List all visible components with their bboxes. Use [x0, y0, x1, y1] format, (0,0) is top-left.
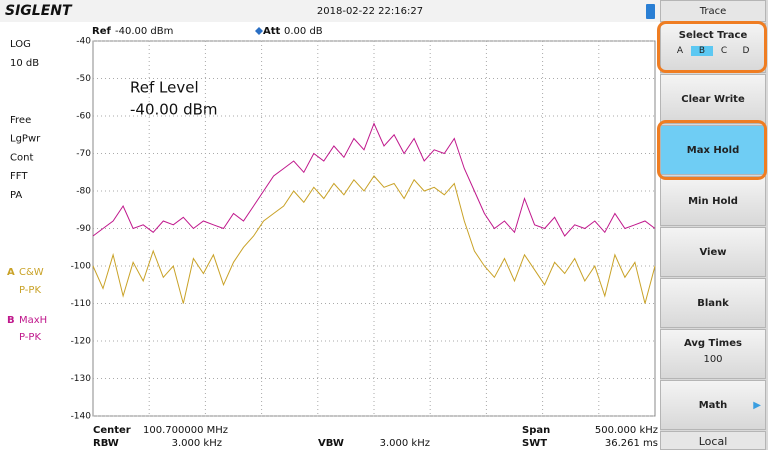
- mode-label: PA: [10, 190, 22, 201]
- footer-label: Span: [522, 425, 550, 436]
- ref-value: -40.00 dBm: [115, 26, 173, 37]
- att-label: Att: [263, 26, 281, 37]
- mode-label: Free: [10, 115, 31, 126]
- y-tick-label: -90: [76, 224, 91, 234]
- menu-button[interactable]: Blank: [660, 278, 766, 328]
- legend-name: MaxH: [19, 315, 47, 326]
- ref-label: Ref: [92, 26, 111, 37]
- avg-times[interactable]: Avg Times 100: [660, 329, 766, 379]
- footer-value: 3.000 kHz: [172, 438, 222, 449]
- trace-option[interactable]: B: [691, 46, 713, 56]
- highlight: [657, 21, 767, 73]
- menu-button[interactable]: Max Hold: [660, 125, 766, 175]
- mode-label: Cont: [10, 152, 33, 163]
- att-value: 0.00 dB: [284, 26, 323, 37]
- brand: SIGLENT: [5, 3, 73, 19]
- y-tick-label: -140: [71, 412, 92, 422]
- legend-detector: P-PK: [19, 332, 41, 343]
- scale-type: LOG: [10, 39, 31, 50]
- footer-value: 36.261 ms: [605, 438, 658, 449]
- y-tick-label: -40: [76, 37, 91, 47]
- att-icon: [255, 27, 263, 35]
- y-tick-label: -100: [71, 262, 92, 272]
- legend-detector: P-PK: [19, 285, 41, 296]
- trace-option[interactable]: C: [720, 46, 728, 56]
- legend-name: C&W: [19, 267, 44, 278]
- highlight: [657, 120, 767, 180]
- analyzer-screen: SIGLENT 2018-02-22 22:16:27 Ref -40.00 d…: [0, 0, 660, 449]
- menu-button[interactable]: Math ▶: [660, 380, 766, 430]
- menu-title: Trace: [660, 0, 766, 22]
- y-tick-label: -70: [76, 149, 91, 159]
- footer-value: 500.000 kHz: [595, 425, 658, 436]
- footer-value: 100.700000 MHz: [143, 425, 228, 436]
- trace-option[interactable]: D: [742, 46, 750, 56]
- trace: [92, 175, 656, 304]
- y-tick-label: -80: [76, 187, 91, 197]
- mode-label: LgPwr: [10, 134, 41, 145]
- mode-label: FFT: [10, 171, 28, 182]
- legend-letter: B: [7, 315, 15, 326]
- scale-div: 10 dB: [10, 58, 39, 69]
- annotation: -40.00 dBm: [130, 101, 218, 119]
- menu-button[interactable]: Clear Write: [660, 74, 766, 124]
- y-tick-label: -50: [76, 74, 91, 84]
- top-bar: [0, 0, 660, 22]
- footer-value: 3.000 kHz: [380, 438, 430, 449]
- math-label: Math: [698, 400, 728, 411]
- battery-icon: [646, 4, 655, 19]
- footer-label: SWT: [522, 438, 547, 449]
- footer-label: Center: [93, 425, 131, 436]
- trace: [92, 122, 656, 237]
- y-tick-label: -60: [76, 112, 91, 122]
- avg-times-value: 100: [703, 354, 723, 365]
- menu-button[interactable]: Min Hold: [660, 176, 766, 226]
- select-trace-label: Select Trace: [678, 30, 748, 41]
- y-tick-label: -110: [71, 299, 92, 309]
- menu-button[interactable]: View: [660, 227, 766, 277]
- avg-times-label: Avg Times: [684, 338, 742, 349]
- datetime: 2018-02-22 22:16:27: [317, 6, 423, 17]
- footer-label: RBW: [93, 438, 119, 449]
- annotation: Ref Level: [130, 79, 199, 97]
- submenu-arrow: ▶: [753, 400, 761, 411]
- legend-letter: A: [7, 267, 15, 278]
- y-tick-label: -130: [71, 374, 92, 384]
- trace-option[interactable]: A: [676, 46, 684, 56]
- footer-label: VBW: [318, 438, 344, 449]
- y-tick-label: -120: [71, 337, 92, 347]
- status: Local: [660, 431, 766, 450]
